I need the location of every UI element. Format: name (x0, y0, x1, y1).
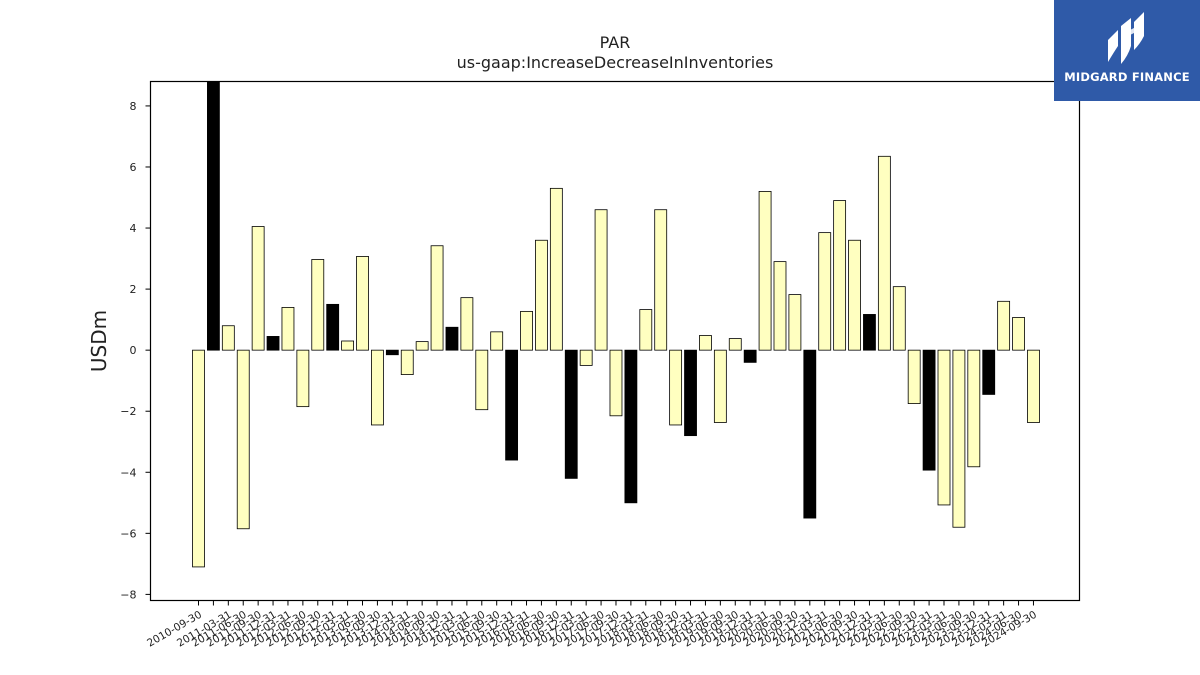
bar-2024-03-31 (997, 300, 1011, 351)
bar-2013-03-31 (341, 340, 355, 351)
bar-2011-09-30 (251, 226, 265, 351)
y-axis-label: USDm (87, 310, 111, 372)
bar-2010-09-30 (192, 349, 205, 568)
y-tick-label: −8 (120, 588, 136, 601)
bar-2023-09-30 (967, 349, 981, 468)
y-tick-label: −2 (120, 405, 136, 418)
bar-2019-12-31 (743, 349, 757, 363)
bar-2011-03-31 (221, 325, 235, 351)
y-tick-label: −6 (120, 527, 136, 540)
bar-2019-06-30 (713, 349, 727, 423)
bar-2022-03-31 (877, 155, 891, 351)
bar-2014-09-30 (430, 245, 444, 351)
logo-text: MIDGARD FINANCE (1064, 70, 1190, 84)
bar-2023-03-31 (937, 349, 951, 506)
bar-2013-09-30 (371, 349, 384, 426)
bar-2012-06-30 (296, 349, 310, 408)
bar-2019-09-30 (728, 338, 742, 351)
bar-2018-03-31 (639, 309, 653, 351)
chart-title: PAR (600, 33, 631, 52)
bar-2012-03-31 (281, 307, 295, 351)
bar-2023-12-31 (982, 349, 996, 395)
bar-2018-06-30 (654, 209, 668, 351)
bar-2015-09-30 (490, 331, 504, 351)
bar-2022-09-30 (907, 349, 921, 404)
bar-2010-12-31 (207, 81, 220, 351)
bar-2022-06-30 (892, 286, 906, 351)
bar-2013-12-31 (385, 349, 399, 356)
bar-2016-03-31 (520, 310, 533, 351)
bar-2012-12-31 (326, 303, 340, 351)
bar-2015-12-31 (505, 349, 519, 461)
y-tick-label: 2 (130, 283, 137, 296)
y-tick-label: 0 (130, 344, 137, 357)
bar-2018-09-30 (669, 349, 683, 426)
bar-2011-12-31 (266, 336, 280, 351)
bar-2020-09-30 (788, 294, 802, 351)
bar-2019-03-31 (699, 335, 712, 351)
bar-2023-06-30 (952, 349, 966, 528)
logo-mark-icon (1108, 12, 1144, 64)
bar-2022-12-31 (922, 349, 936, 471)
bar-2020-03-31 (758, 191, 772, 351)
bar-2021-12-31 (863, 314, 876, 351)
bar-2020-06-30 (773, 261, 787, 351)
y-tick-label: 6 (130, 161, 137, 174)
bar-2017-09-30 (609, 349, 623, 417)
bar-2017-12-31 (624, 349, 638, 504)
bar-2021-06-30 (833, 200, 847, 351)
bar-2024-09-30 (1027, 349, 1040, 423)
bar-2016-12-31 (564, 349, 578, 479)
bar-2014-12-31 (445, 326, 459, 351)
plot-frame (149, 80, 1081, 602)
bar-2021-03-31 (818, 232, 832, 351)
bar-2021-09-30 (848, 239, 861, 351)
bar-2011-06-30 (236, 349, 250, 530)
bar-2015-03-31 (460, 297, 474, 351)
y-tick-label: −4 (120, 466, 136, 479)
bar-2024-06-30 (1012, 317, 1025, 351)
y-axis: −8 −6 −4 −2 0 2 4 6 8 (120, 100, 151, 601)
midgard-finance-logo: MIDGARD FINANCE (1054, 0, 1200, 101)
bar-2012-09-30 (311, 259, 325, 351)
bar-2017-06-30 (594, 209, 608, 351)
bar-2017-03-31 (579, 349, 593, 366)
y-tick-label: 8 (130, 100, 137, 113)
chart-subtitle: us-gaap:IncreaseDecreaseInInventories (457, 53, 774, 72)
bars-group (192, 81, 1040, 568)
y-tick-label: 4 (130, 222, 137, 235)
bar-2016-09-30 (549, 187, 563, 351)
bar-2015-06-30 (475, 349, 489, 411)
x-axis: 2010-09-302011-03-312011-06-302011-09-30… (145, 600, 1039, 650)
bar-2018-12-31 (684, 349, 697, 437)
bar-2014-06-30 (415, 341, 429, 351)
bar-2016-06-30 (535, 239, 548, 351)
bar-2014-03-31 (400, 349, 414, 375)
bar-2020-12-31 (803, 349, 817, 519)
bar-2013-06-30 (356, 256, 369, 351)
